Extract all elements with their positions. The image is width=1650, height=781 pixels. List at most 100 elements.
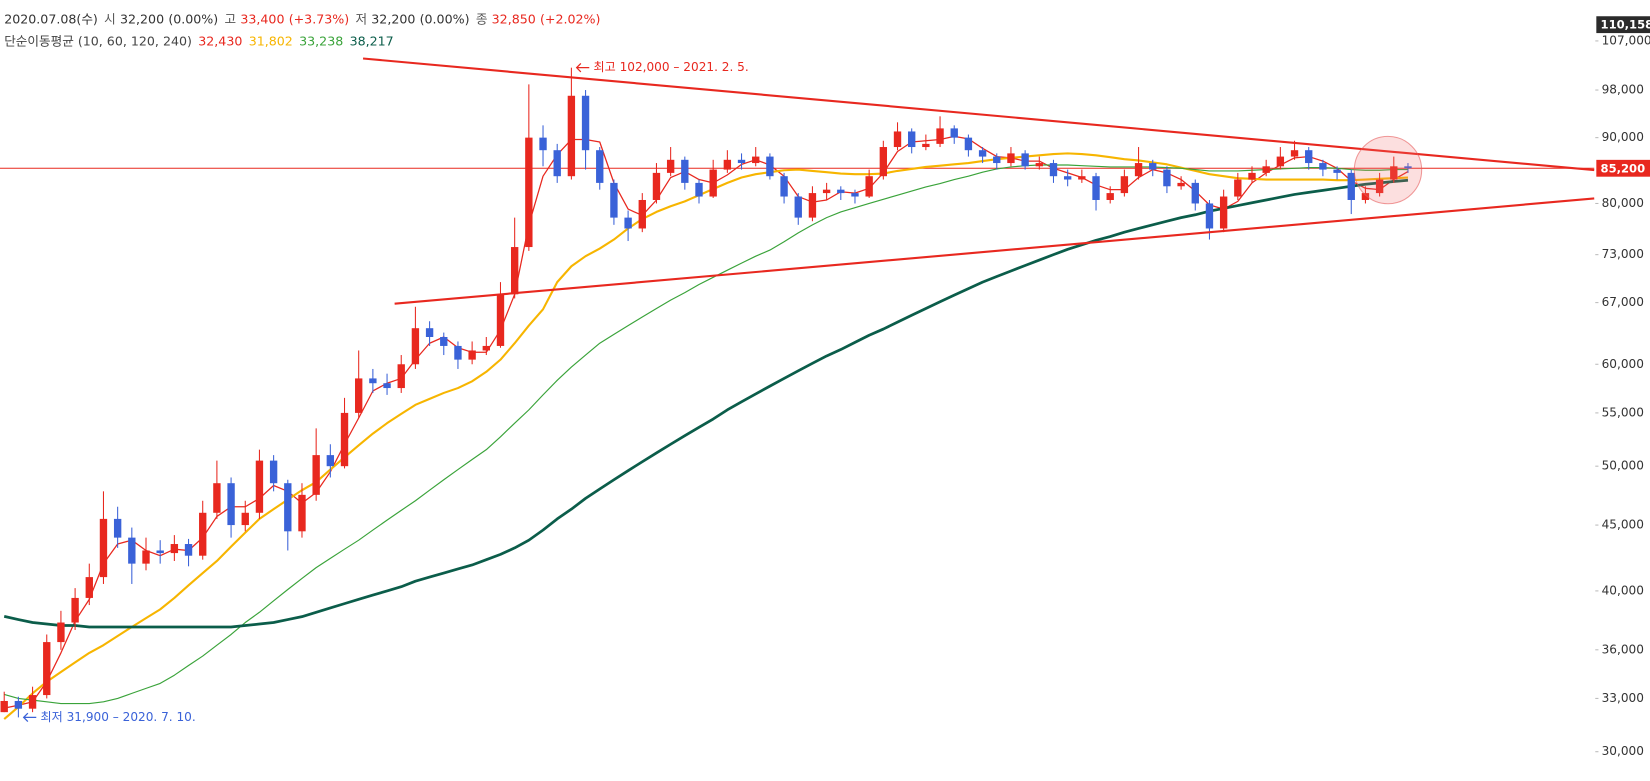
- candle-body: [525, 137, 533, 248]
- annotation-label: 최고 102,000 – 2021. 2. 5.: [593, 60, 748, 74]
- candle-body: [737, 159, 746, 164]
- price-marker-box: [1596, 16, 1650, 34]
- y-tick-label: 45,000: [1602, 518, 1644, 532]
- candle-body: [184, 544, 193, 556]
- candle-body: [227, 483, 235, 526]
- header-change: (0.00%): [420, 11, 470, 26]
- candle-body: [425, 328, 434, 337]
- candle-body: [14, 700, 23, 709]
- candle-body: [837, 189, 845, 194]
- candle-body: [1276, 156, 1285, 167]
- candle-body: [510, 247, 519, 295]
- candle-body: [695, 182, 703, 197]
- trend-line-lower: [394, 197, 1595, 305]
- candle-body: [752, 156, 760, 164]
- candle-body: [99, 518, 108, 578]
- candle-body: [1106, 193, 1114, 200]
- trend-line-upper: [362, 57, 1595, 172]
- candle-body: [113, 518, 122, 538]
- moving-average-line: [3, 152, 1409, 720]
- candle-body: [666, 159, 675, 173]
- y-tick-label: 36,000: [1602, 642, 1644, 656]
- candle-body: [71, 597, 79, 623]
- header-ohlc: 2020.07.08(수) 시 32,200 (0.00%) 고 33,400 (+3.73…: [4, 11, 600, 26]
- candle-body: [28, 695, 37, 709]
- candle-body: [482, 345, 490, 351]
- candle-body: [794, 196, 802, 218]
- y-tick-label: 67,000: [1602, 295, 1644, 309]
- candle-body: [383, 383, 391, 389]
- candle-body: [1149, 163, 1157, 170]
- overlay: 30,000 33,000 36,000 40,000 45,000 50,000 55,0…: [4, 11, 1650, 758]
- candle-body: [1021, 153, 1029, 167]
- price-marker-box: [1596, 159, 1650, 177]
- candle-body: [1361, 193, 1370, 200]
- y-tick-label: 98,000: [1602, 83, 1644, 97]
- candle-body: [638, 199, 646, 229]
- candle-body: [780, 176, 788, 197]
- candle-body: [1375, 179, 1384, 194]
- header-label: 고: [225, 11, 237, 26]
- candle-body: [964, 137, 973, 151]
- y-tick-label: 30,000: [1602, 744, 1644, 758]
- header-value: 33,400: [240, 11, 284, 26]
- candle-body: [411, 328, 420, 365]
- candle-body: [1248, 172, 1256, 180]
- drawings: [362, 57, 1595, 305]
- ma-legend-value: 33,238: [299, 33, 343, 48]
- candle-body: [808, 193, 817, 218]
- y-tick-label: 55,000: [1602, 405, 1644, 419]
- annotation-label: 최저 31,900 – 2020. 7. 10.: [40, 710, 195, 724]
- candle-body: [312, 455, 320, 495]
- candle-body: [170, 544, 179, 554]
- candle-body: [1305, 150, 1313, 164]
- candle-body: [1049, 163, 1058, 177]
- annotation-arrow: [22, 712, 37, 723]
- candle-body: [1234, 179, 1242, 197]
- candle-body: [822, 189, 831, 194]
- candle-body: [156, 550, 164, 554]
- candle-body: [369, 378, 377, 384]
- candle-body: [496, 294, 505, 346]
- candle-body: [397, 364, 405, 389]
- candle-body: [0, 700, 8, 713]
- y-tick-label: 50,000: [1602, 459, 1644, 473]
- ma-legend-value: 31,802: [249, 33, 293, 48]
- candle-body: [766, 156, 774, 177]
- candle-body: [85, 577, 93, 598]
- candle-body: [1347, 172, 1355, 200]
- header-date: 2020.07.08(수): [4, 11, 98, 26]
- moving-averages: [0, 135, 1595, 720]
- ma-legend-label: 단순이동평균 (10, 60, 120, 240): [4, 33, 192, 48]
- highlight-circle: [1353, 135, 1423, 205]
- candle-body: [978, 150, 987, 157]
- candle-body: [128, 537, 136, 564]
- candle-body: [610, 182, 618, 218]
- moving-average-line: [3, 178, 1409, 629]
- candle-body: [1035, 163, 1043, 167]
- candle-body: [936, 128, 944, 144]
- candle-body: [1333, 169, 1341, 173]
- y-tick-label: 107,000: [1602, 33, 1650, 47]
- candle-body: [1319, 163, 1327, 170]
- price-marker-label: 85,200: [1601, 161, 1646, 175]
- candle-body: [1092, 176, 1100, 200]
- candle-body: [1007, 153, 1015, 164]
- y-tick-label: 40,000: [1602, 583, 1644, 597]
- candle-body: [1120, 176, 1129, 194]
- header-label: 저: [355, 11, 367, 26]
- candle-body: [241, 512, 249, 526]
- candle-body: [553, 150, 561, 177]
- candle-body: [1290, 150, 1299, 157]
- ma-legend-value: 32,430: [198, 33, 242, 48]
- ma-legend-value: 38,217: [350, 33, 394, 48]
- moving-average-line: [4, 164, 1408, 705]
- candle-body: [284, 483, 292, 532]
- candle-body: [1063, 176, 1072, 180]
- candle-body: [709, 169, 717, 197]
- header-label: 종: [476, 11, 488, 26]
- header-value: 32,200: [371, 11, 415, 26]
- candle-body: [1134, 163, 1143, 177]
